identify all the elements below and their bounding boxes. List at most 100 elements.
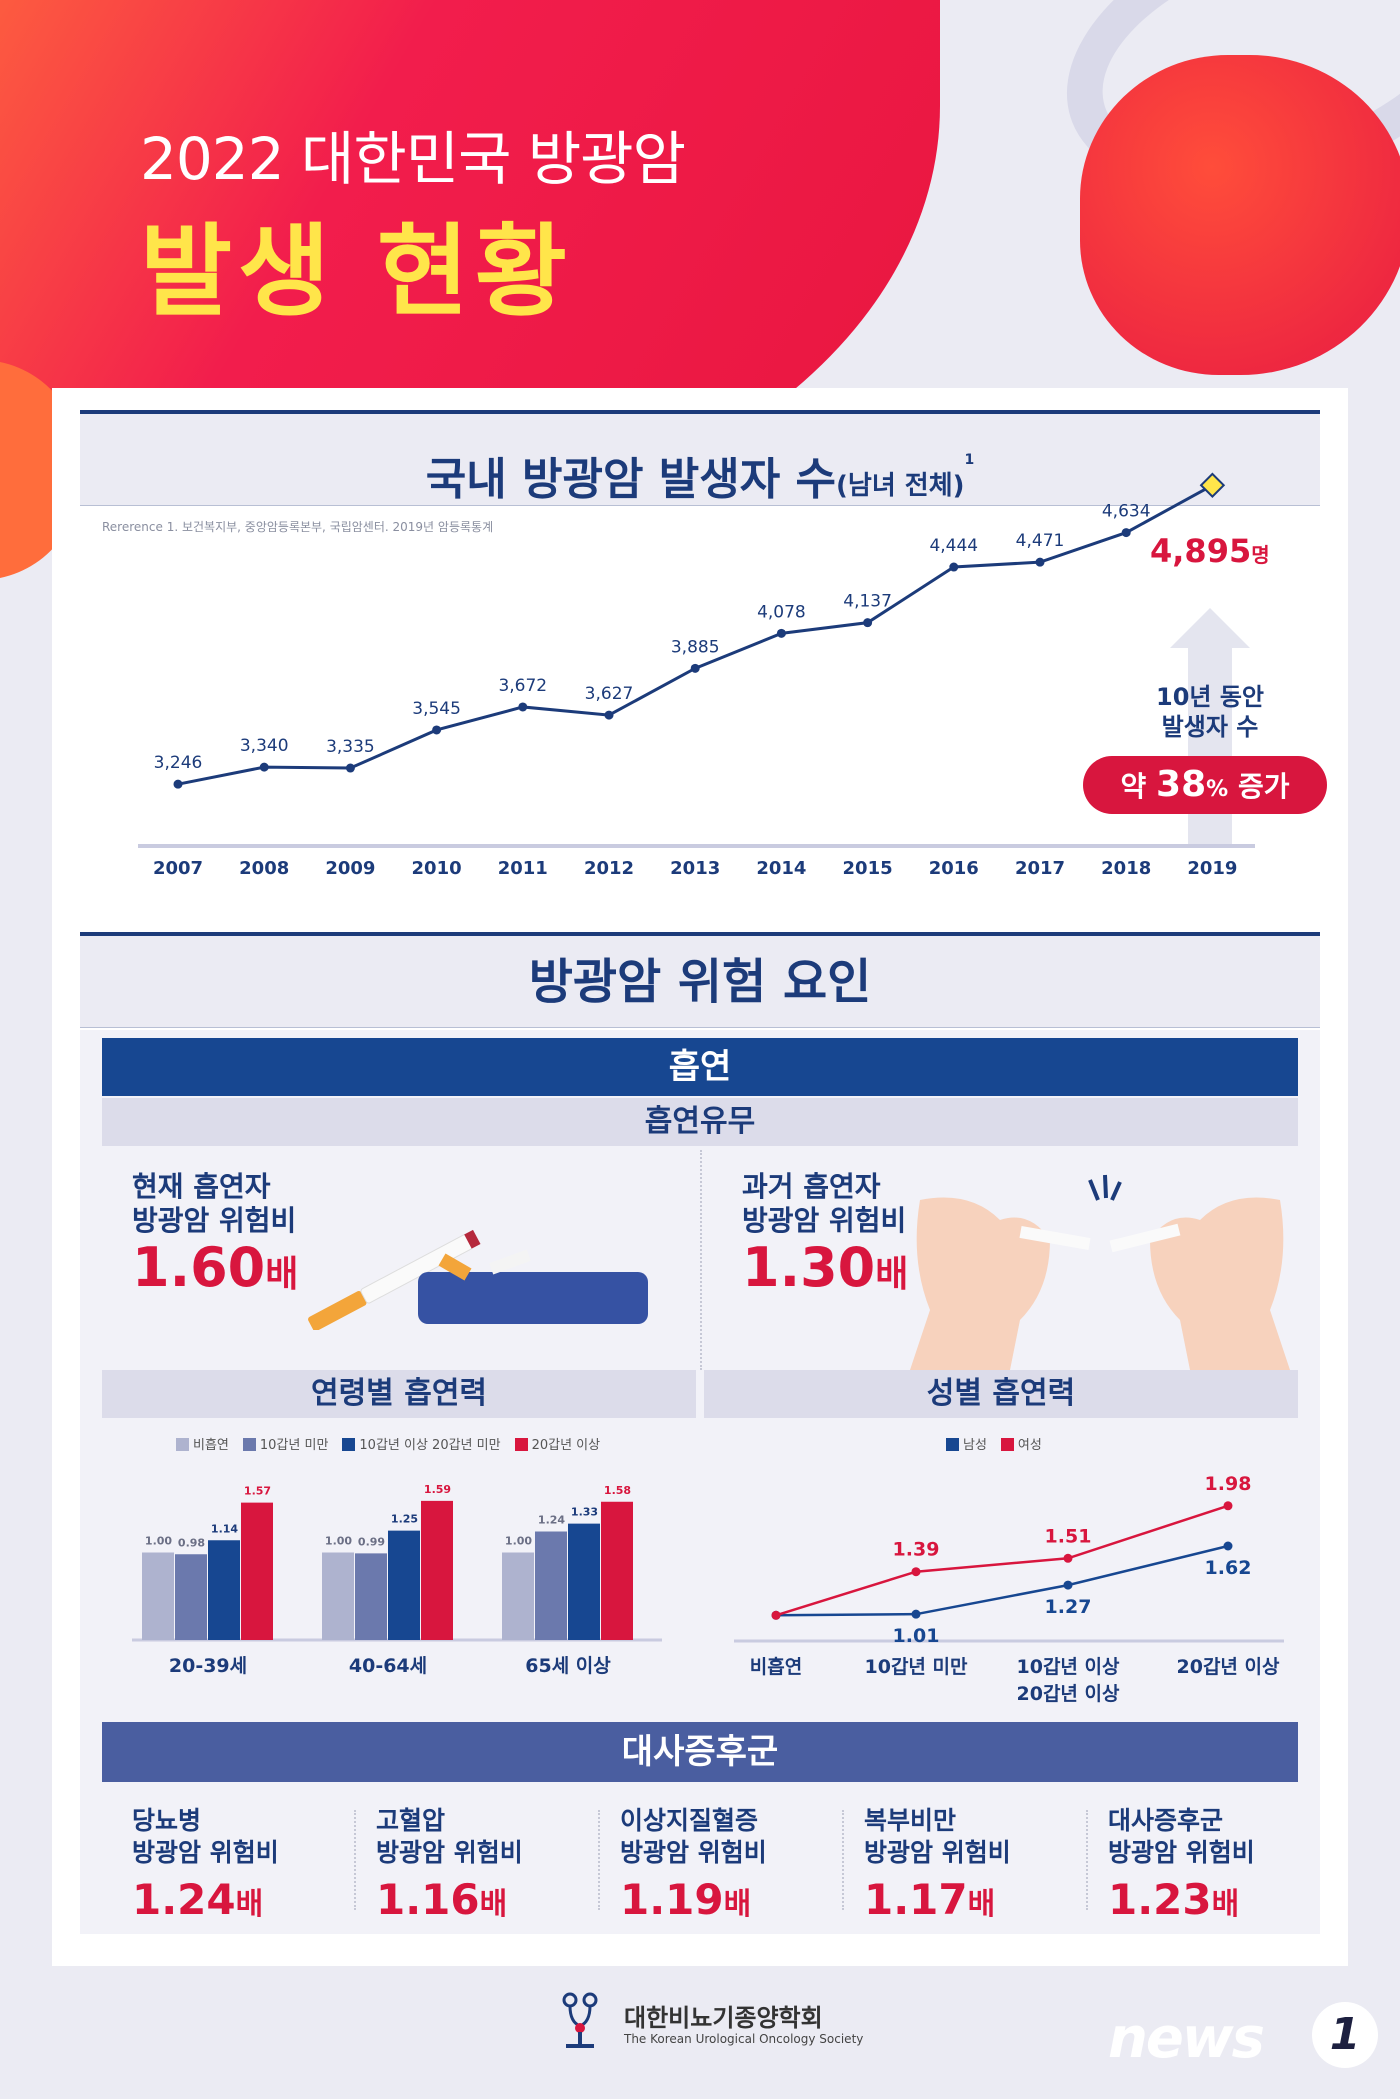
legend-label: 여성 <box>1017 1438 1042 1453</box>
smoking-title: 흡연 <box>102 1038 1298 1096</box>
legend-item: 남성 <box>946 1434 987 1453</box>
current-smoker-unit: 배 <box>265 1254 299 1295</box>
legend-label: 남성 <box>963 1438 987 1453</box>
age-bar <box>535 1531 567 1640</box>
sex-line-chart: 1.01 1.27 1.62 1.39 1.51 1.98 비흡연 10갑년 미만 10갑년 이… <box>734 1473 1284 1705</box>
incidence-point-2014 <box>776 628 786 638</box>
age-bar-chart: 1.00 0.98 1.14 1.57 20-39세 1.00 0.99 1.25 1.59 40… <box>132 1483 662 1677</box>
metabolic-item-name: 고혈압 <box>376 1806 446 1835</box>
incidence-value-label: 3,545 <box>412 699 461 719</box>
past-smoker-number: 1.30 <box>742 1236 876 1299</box>
incidence-point-2012 <box>604 710 614 720</box>
incidence-value-label: 3,672 <box>498 676 547 696</box>
legend-item: 여성 <box>1000 1434 1042 1453</box>
metabolic-item-number: 1.19 <box>620 1875 724 1924</box>
metabolic-item-number: 1.16 <box>376 1875 480 1924</box>
metabolic-divider <box>598 1810 600 1910</box>
metabolic-item-value: 1.16배 <box>376 1875 616 1924</box>
smoking-subtitle: 흡연유무 <box>102 1098 1298 1146</box>
right-hand-icon <box>1150 1197 1290 1370</box>
sex-point <box>1063 1553 1073 1563</box>
age-bar-label: 0.98 <box>178 1536 205 1549</box>
age-chart-title: 연령별 흡연력 <box>102 1370 696 1418</box>
age-bar <box>355 1553 387 1640</box>
news1-logo-mark: 1 <box>1312 2002 1378 2068</box>
society-name-kr: 대한비뇨기종양학회 <box>624 2004 823 2032</box>
current-smoker-label: 현재 흡연자 방광암 위험비 <box>132 1170 296 1238</box>
metabolic-item-name: 당뇨병 <box>132 1806 202 1835</box>
past-smoker-line2: 방광암 위험비 <box>742 1204 907 1237</box>
metabolic-divider <box>842 1810 844 1910</box>
metabolic-item-value: 1.23배 <box>1108 1875 1348 1924</box>
age-bar-label: 1.33 <box>571 1506 598 1519</box>
age-category-label: 65세 이상 <box>525 1655 611 1677</box>
age-bar-label: 1.00 <box>325 1535 352 1548</box>
sex-point <box>911 1609 921 1619</box>
metabolic-item: 당뇨병 방광암 위험비 1.24배 <box>132 1805 372 1924</box>
legend-item: 비흡연 <box>176 1434 229 1453</box>
age-bar <box>175 1554 207 1640</box>
sex-value-label: 1.51 <box>1045 1525 1092 1547</box>
age-bar <box>142 1552 174 1640</box>
sex-point <box>771 1610 781 1620</box>
metabolic-item-label: 방광암 위험비 <box>1108 1838 1255 1867</box>
legend-swatch <box>342 1438 356 1451</box>
cigarette-ashtray-illustration <box>308 1229 648 1330</box>
page-title-line1: 2022 대한민국 방광암 <box>140 125 686 193</box>
incidence-value-label: 4,444 <box>929 536 978 556</box>
legend-label: 20갑년 이상 <box>531 1438 601 1453</box>
age-bar-label: 1.24 <box>538 1514 565 1527</box>
metabolic-item-unit: 배 <box>479 1887 508 1922</box>
sex-chart-title: 성별 흡연력 <box>704 1370 1298 1418</box>
incidence-point-2011 <box>518 702 528 712</box>
sex-value-label: 1.62 <box>1205 1557 1252 1579</box>
past-smoker-unit: 배 <box>875 1254 909 1295</box>
metabolic-item-label: 방광암 위험비 <box>864 1838 1011 1867</box>
society-name-en: The Korean Urological Oncology Society <box>624 2032 864 2046</box>
age-bar <box>322 1552 354 1640</box>
sex-point <box>911 1567 921 1577</box>
metabolic-item: 이상지질혈증 방광암 위험비 1.19배 <box>620 1805 860 1924</box>
age-bar <box>208 1540 240 1640</box>
page-title-line2: 발생 현황 <box>140 213 573 330</box>
incidence-year-label: 2009 <box>325 858 375 879</box>
smoking-divider <box>700 1150 702 1370</box>
age-bar-label: 1.14 <box>211 1522 238 1535</box>
metabolic-divider <box>1086 1810 1088 1910</box>
age-bar-label: 1.00 <box>145 1535 172 1548</box>
incidence-value-label: 4,471 <box>1016 531 1065 551</box>
age-bar-label: 1.25 <box>391 1513 418 1526</box>
left-hand-icon <box>910 1197 1050 1370</box>
incidence-value-label: 3,627 <box>585 684 634 704</box>
incidence-year-label: 2011 <box>498 858 548 879</box>
legend-label: 10갑년 미만 <box>259 1438 329 1453</box>
pill-suffix: 증가 <box>1237 770 1290 803</box>
metabolic-item: 복부비만 방광암 위험비 1.17배 <box>864 1805 1104 1924</box>
metabolic-item-name: 복부비만 <box>864 1806 957 1835</box>
sex-category-label: 10갑년 미만 <box>865 1656 968 1678</box>
metabolic-item: 고혈압 방광암 위험비 1.16배 <box>376 1805 616 1924</box>
incidence-value-label: 3,885 <box>671 637 720 657</box>
metabolic-item-name: 이상지질혈증 <box>620 1806 759 1835</box>
incidence-value-label: 3,335 <box>326 737 375 757</box>
increase-pill: 약 38% 증가 <box>1083 756 1327 814</box>
incidence-point-2010 <box>432 725 442 735</box>
incidence-heading-text: 국내 방광암 발생자 수 <box>425 454 837 505</box>
legend-item: 10갑년 이상 20갑년 미만 <box>342 1434 501 1453</box>
age-bar-label: 1.00 <box>505 1535 532 1548</box>
sex-series-line-남성 <box>775 1544 1229 1617</box>
current-smoker-line2: 방광암 위험비 <box>132 1204 297 1237</box>
metabolic-item-unit: 배 <box>235 1887 264 1922</box>
sex-chart-legend: 남성 여성 <box>946 1434 1042 1453</box>
legend-swatch <box>946 1438 959 1451</box>
current-smoker-number: 1.60 <box>132 1236 266 1299</box>
society-logo-icon <box>562 1992 598 2048</box>
incidence-value-label: 3,340 <box>240 736 289 756</box>
increase-note-line2: 발생자 수 <box>1161 713 1259 741</box>
legend-label: 10갑년 이상 20갑년 미만 <box>359 1438 501 1453</box>
age-category-label: 20-39세 <box>169 1655 247 1677</box>
pill-unit: % <box>1206 777 1229 802</box>
age-bar-label: 1.59 <box>424 1483 451 1496</box>
age-bar <box>388 1530 420 1640</box>
incidence-point-2017 <box>1035 557 1045 567</box>
